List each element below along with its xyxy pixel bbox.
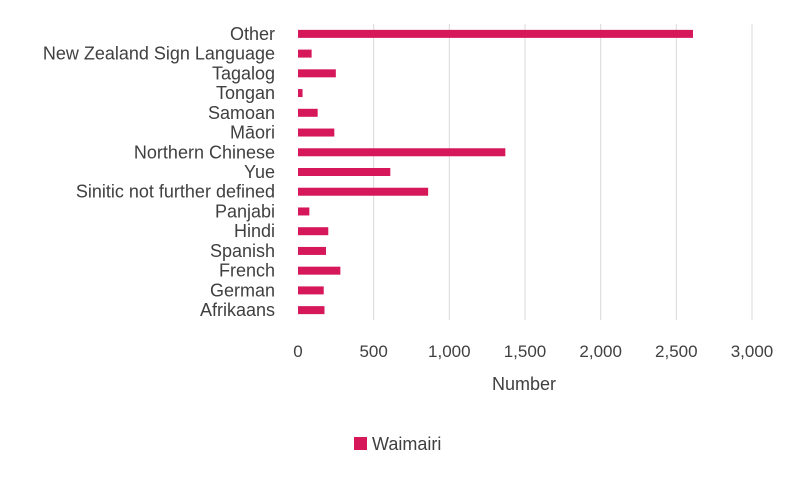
- bar-french: [298, 266, 341, 275]
- legend-swatch-waimairi: [354, 437, 367, 450]
- x-tick-label-1500: 1,500: [504, 342, 547, 361]
- category-label-sinitic-not-further-defined: Sinitic not further defined: [76, 182, 275, 202]
- bar-other: [298, 29, 693, 38]
- bar-m-ori: [298, 128, 335, 137]
- category-label-tagalog: Tagalog: [212, 63, 275, 83]
- bar-tongan: [298, 89, 303, 98]
- x-axis-title: Number: [492, 374, 556, 394]
- category-label-hindi: Hindi: [234, 221, 275, 241]
- bar-hindi: [298, 227, 329, 236]
- category-label-spanish: Spanish: [210, 241, 275, 261]
- x-tick-label-2000: 2,000: [579, 342, 622, 361]
- x-tick-label-3000: 3,000: [731, 342, 774, 361]
- bar-tagalog: [298, 69, 336, 78]
- bar-new-zealand-sign-language: [298, 49, 312, 58]
- legend: Waimairi: [354, 434, 441, 454]
- category-label-northern-chinese: Northern Chinese: [134, 142, 275, 162]
- bar-samoan: [298, 108, 318, 117]
- category-label-samoan: Samoan: [208, 103, 275, 123]
- category-label-other: Other: [230, 24, 275, 44]
- category-label-panjabi: Panjabi: [215, 201, 275, 221]
- category-label-german: German: [210, 280, 275, 300]
- x-tick-labels: 0 500 1,000 1,500 2,000 2,500 3,000: [293, 342, 773, 361]
- category-label-m-ori: Māori: [230, 123, 275, 143]
- bar-panjabi: [298, 207, 310, 216]
- bars: [298, 29, 693, 315]
- category-label-afrikaans: Afrikaans: [200, 300, 275, 320]
- bar-spanish: [298, 246, 326, 255]
- category-label-tongan: Tongan: [216, 83, 275, 103]
- legend-label-waimairi: Waimairi: [372, 434, 441, 454]
- bar-afrikaans: [298, 306, 325, 315]
- gridlines: [373, 24, 753, 320]
- x-tick-label-0: 0: [293, 342, 302, 361]
- x-tick-label-1000: 1,000: [428, 342, 471, 361]
- bar-sinitic-not-further-defined: [298, 187, 429, 196]
- bar-yue: [298, 168, 391, 176]
- category-label-french: French: [219, 261, 275, 281]
- bar-northern-chinese: [298, 148, 506, 157]
- category-label-yue: Yue: [244, 162, 275, 182]
- x-tick-label-2500: 2,500: [655, 342, 698, 361]
- category-label-new-zealand-sign-language: New Zealand Sign Language: [43, 44, 275, 64]
- x-tick-label-500: 500: [359, 342, 387, 361]
- bar-german: [298, 286, 324, 295]
